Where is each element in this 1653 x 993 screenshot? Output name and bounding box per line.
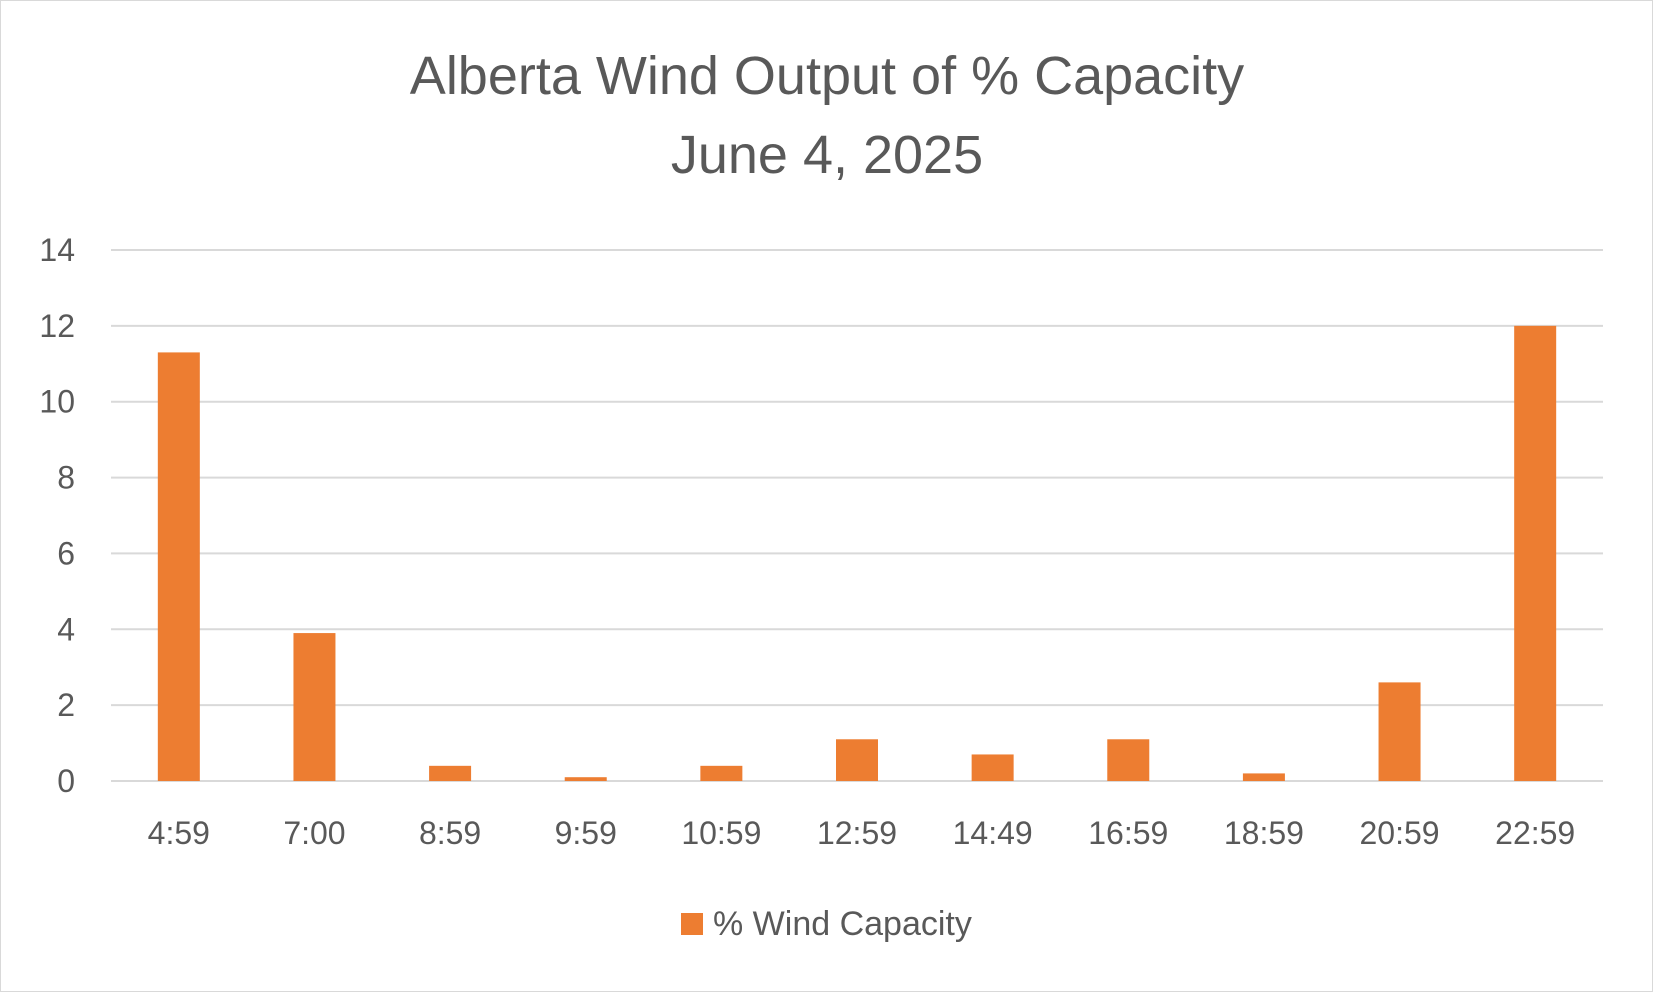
y-tick-label: 10 — [39, 384, 75, 420]
x-tick-label: 22:59 — [1495, 815, 1575, 851]
legend-label: % Wind Capacity — [713, 905, 972, 943]
legend-swatch — [681, 913, 703, 935]
x-tick-label: 10:59 — [681, 815, 761, 851]
bar-22:59 — [1514, 325, 1557, 781]
bar-10:59 — [700, 765, 743, 781]
bars — [157, 325, 1557, 781]
x-tick-label: 4:59 — [148, 815, 210, 851]
gridlines — [111, 249, 1603, 782]
bar-20:59 — [1378, 682, 1421, 781]
x-tick-label: 7:00 — [283, 815, 345, 851]
bar-16:59 — [1107, 739, 1150, 781]
bar-18:59 — [1242, 773, 1285, 781]
legend: % Wind Capacity — [681, 905, 972, 943]
bar-8:59 — [429, 765, 472, 781]
x-axis-ticks: 4:59 7:00 8:59 9:59 10:59 12:59 14:49 16:59 18:5… — [148, 815, 1576, 851]
bar-7:00 — [293, 633, 336, 781]
x-tick-label: 9:59 — [555, 815, 617, 851]
bar-14:49 — [971, 754, 1014, 781]
y-tick-label: 2 — [57, 687, 75, 723]
y-tick-label: 12 — [39, 308, 75, 344]
bar-9:59 — [564, 777, 607, 781]
bar-4:59 — [157, 352, 200, 781]
y-tick-label: 8 — [57, 460, 75, 496]
x-tick-label: 8:59 — [419, 815, 481, 851]
y-tick-label: 14 — [39, 232, 75, 268]
x-tick-label: 12:59 — [817, 815, 897, 851]
x-tick-label: 16:59 — [1088, 815, 1168, 851]
bar-12:59 — [836, 739, 878, 781]
x-tick-label: 20:59 — [1360, 815, 1440, 851]
y-tick-label: 4 — [57, 611, 75, 647]
y-axis-ticks: 0 2 4 6 8 10 12 14 — [39, 232, 75, 799]
y-tick-label: 6 — [57, 535, 75, 571]
x-tick-label: 14:49 — [953, 815, 1033, 851]
y-tick-label: 0 — [57, 763, 75, 799]
chart-title: Alberta Wind Output of % Capacity — [410, 46, 1244, 106]
x-tick-label: 18:59 — [1224, 815, 1304, 851]
chart-subtitle: June 4, 2025 — [671, 125, 983, 185]
